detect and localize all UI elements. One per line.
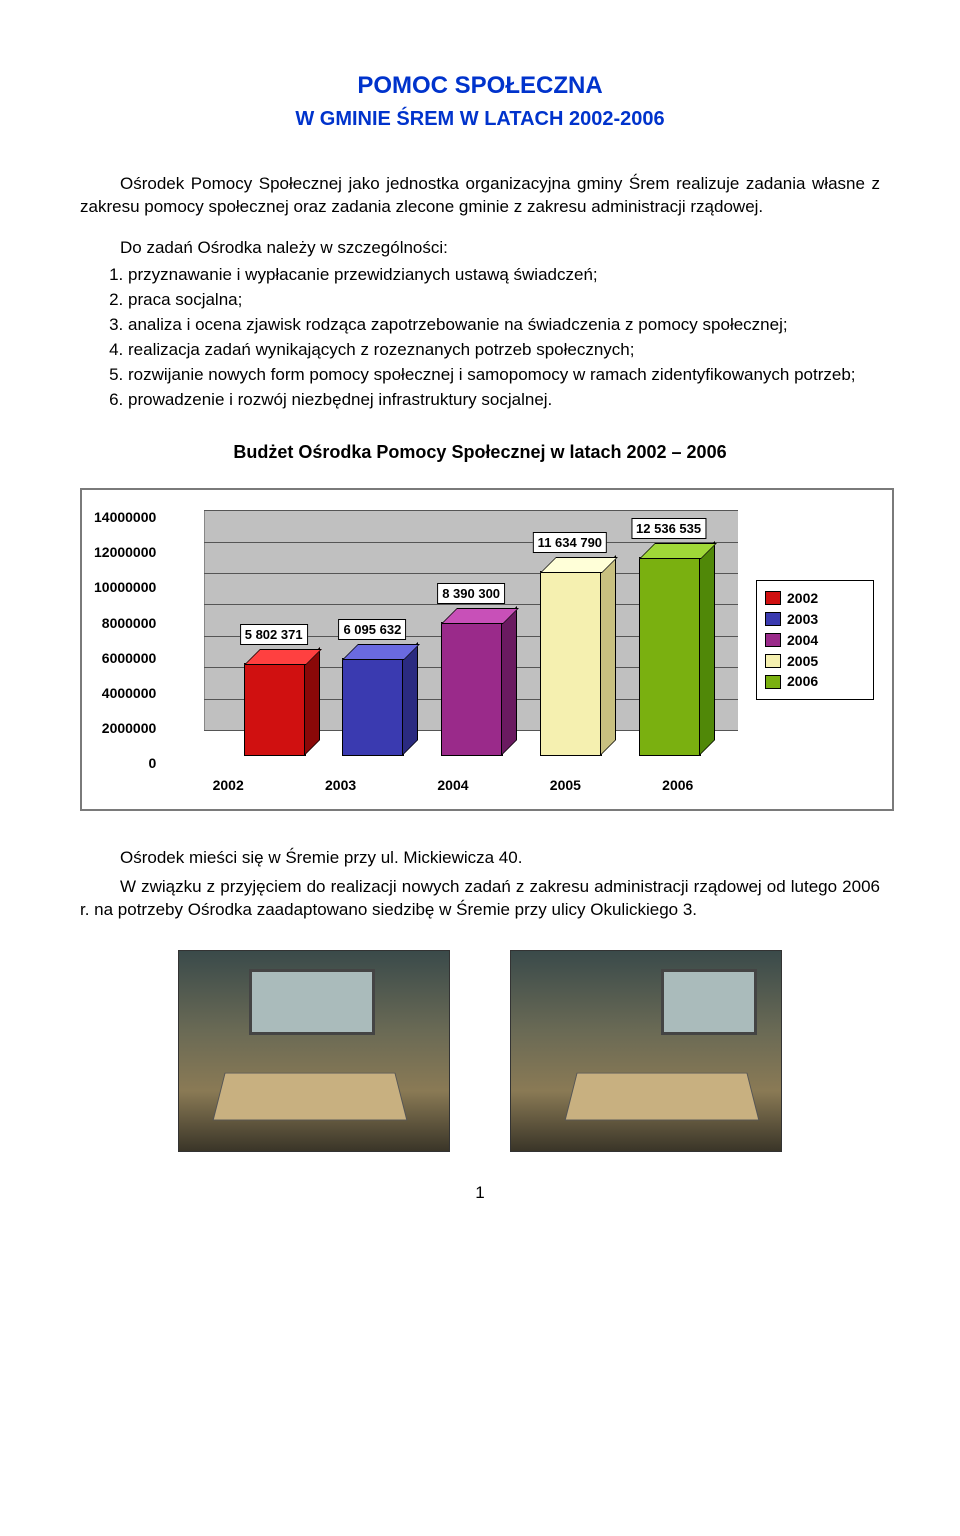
office-photos bbox=[80, 950, 880, 1152]
x-tick-label: 2003 bbox=[325, 776, 356, 795]
chart-legend: 2002 2003 2004 20052006 bbox=[756, 580, 874, 700]
bar-value-label: 6 095 632 bbox=[338, 619, 406, 641]
legend-item: 2006 bbox=[765, 672, 865, 691]
task-item: prowadzenie i rozwój niezbędnej infrastr… bbox=[128, 389, 880, 412]
x-tick-label: 2005 bbox=[550, 776, 581, 795]
task-item: rozwijanie nowych form pomocy społecznej… bbox=[128, 364, 880, 387]
task-item: praca socjalna; bbox=[128, 289, 880, 312]
page-number: 1 bbox=[80, 1182, 880, 1205]
x-tick-label: 2002 bbox=[213, 776, 244, 795]
y-tick-label: 8000000 bbox=[94, 616, 156, 630]
y-tick-label: 12000000 bbox=[94, 545, 156, 559]
office-photo-2 bbox=[510, 950, 782, 1152]
bar-value-label: 11 634 790 bbox=[533, 532, 607, 554]
location-paragraph-1: Ośrodek mieści się w Śremie przy ul. Mic… bbox=[80, 847, 880, 870]
chart-heading: Budżet Ośrodka Pomocy Społecznej w latac… bbox=[80, 440, 880, 464]
x-tick-label: 2006 bbox=[662, 776, 693, 795]
x-tick-label: 2004 bbox=[437, 776, 468, 795]
budget-chart: 14000000 12000000 10000000 8000000 6000000 40… bbox=[80, 488, 894, 811]
y-tick-label: 10000000 bbox=[94, 580, 156, 594]
y-tick-label: 6000000 bbox=[94, 651, 156, 665]
task-item: realizacja zadań wynikających z rozeznan… bbox=[128, 339, 880, 362]
y-tick-label: 0 bbox=[94, 756, 156, 770]
y-tick-label: 4000000 bbox=[94, 686, 156, 700]
bar-2005: 11 634 790 bbox=[540, 573, 600, 770]
intro-paragraph: Ośrodek Pomocy Społecznej jako jednostka… bbox=[80, 173, 880, 219]
bar-2003: 6 095 632 bbox=[342, 660, 402, 770]
sub-title: W GMINIE ŚREM W LATACH 2002-2006 bbox=[80, 106, 880, 133]
bar-value-label: 8 390 300 bbox=[437, 583, 505, 605]
legend-item: 2003 bbox=[765, 610, 865, 629]
tasks-lead: Do zadań Ośrodka należy w szczególności: bbox=[80, 237, 880, 260]
task-item: analiza i ocena zjawisk rodząca zapotrze… bbox=[128, 314, 880, 337]
bar-value-label: 5 802 371 bbox=[240, 624, 308, 646]
legend-item: 2002 bbox=[765, 589, 865, 608]
office-photo-1 bbox=[178, 950, 450, 1152]
y-axis: 14000000 12000000 10000000 8000000 6000000 40… bbox=[94, 510, 164, 770]
tasks-list: przyznawanie i wypłacanie przewidzianych… bbox=[80, 264, 880, 412]
plot-area: 5 802 371 6 095 632 8 390 300 11 634 790 12 … bbox=[164, 510, 738, 770]
bar-value-label: 12 536 535 bbox=[631, 518, 706, 540]
location-paragraph-2: W związku z przyjęciem do realizacji now… bbox=[80, 876, 880, 922]
x-axis: 2002 2003 2004 2005 2006 bbox=[172, 770, 734, 795]
y-tick-label: 2000000 bbox=[94, 721, 156, 735]
y-tick-label: 14000000 bbox=[94, 510, 156, 524]
task-item: przyznawanie i wypłacanie przewidzianych… bbox=[128, 264, 880, 287]
legend-item: 2005 bbox=[765, 652, 865, 671]
main-title: POMOC SPOŁECZNA bbox=[80, 70, 880, 102]
bar-2004: 8 390 300 bbox=[441, 624, 501, 770]
bar-2006: 12 536 535 bbox=[639, 559, 699, 770]
legend-item: 2004 bbox=[765, 631, 865, 650]
bar-2002: 5 802 371 bbox=[244, 665, 304, 770]
